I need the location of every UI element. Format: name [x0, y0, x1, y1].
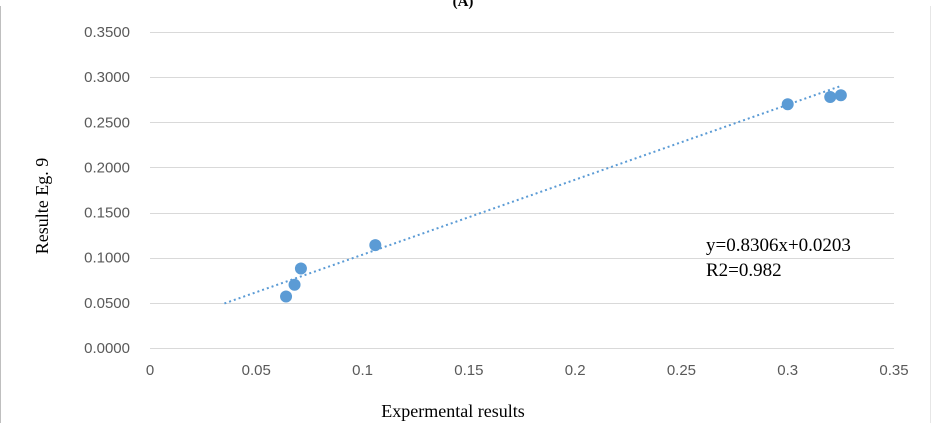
panel-label: (A): [453, 0, 474, 10]
trendline: [224, 85, 842, 305]
gridlines: [150, 32, 894, 349]
y-axis-title: Resulte Eg. 9: [32, 158, 52, 255]
x-tick-label: 0.15: [454, 362, 483, 379]
data-point: [781, 98, 794, 111]
x-tick-label: 0.35: [879, 362, 908, 379]
r-squared-label: R2=0.982: [706, 260, 782, 281]
data-point: [288, 278, 301, 291]
x-tick-label: 0.3: [777, 362, 798, 379]
x-tick-label: 0: [146, 362, 154, 379]
trendline-layer: [224, 85, 842, 305]
y-axis: 0.0000 0.0500 0.1000 0.1500 0.2000 0.2500 0.30…: [84, 24, 130, 357]
y-tick-label: 0.3500: [84, 24, 130, 41]
data-point: [369, 239, 382, 252]
y-tick-label: 0.0500: [84, 295, 130, 312]
x-axis-title: Expermental results: [381, 401, 524, 421]
y-tick-label: 0.3000: [84, 69, 130, 86]
data-point: [294, 262, 307, 275]
y-tick-label: 0.1500: [84, 205, 130, 222]
x-axis: 0 0.05 0.1 0.15 0.2 0.25 0.3 0.35: [146, 362, 909, 379]
data-point: [834, 89, 847, 102]
x-tick-label: 0.25: [667, 362, 696, 379]
y-tick-label: 0.0000: [84, 340, 130, 357]
data-point: [824, 91, 837, 104]
y-tick-label: 0.1000: [84, 250, 130, 267]
y-tick-label: 0.2500: [84, 114, 130, 131]
trendline-equation: y=0.8306x+0.0203: [706, 235, 851, 256]
x-tick-label: 0.1: [352, 362, 373, 379]
data-point: [280, 290, 293, 303]
y-tick-label: 0.2000: [84, 159, 130, 176]
data-points: [280, 89, 847, 303]
x-tick-label: 0.2: [565, 362, 586, 379]
x-tick-label: 0.05: [242, 362, 271, 379]
